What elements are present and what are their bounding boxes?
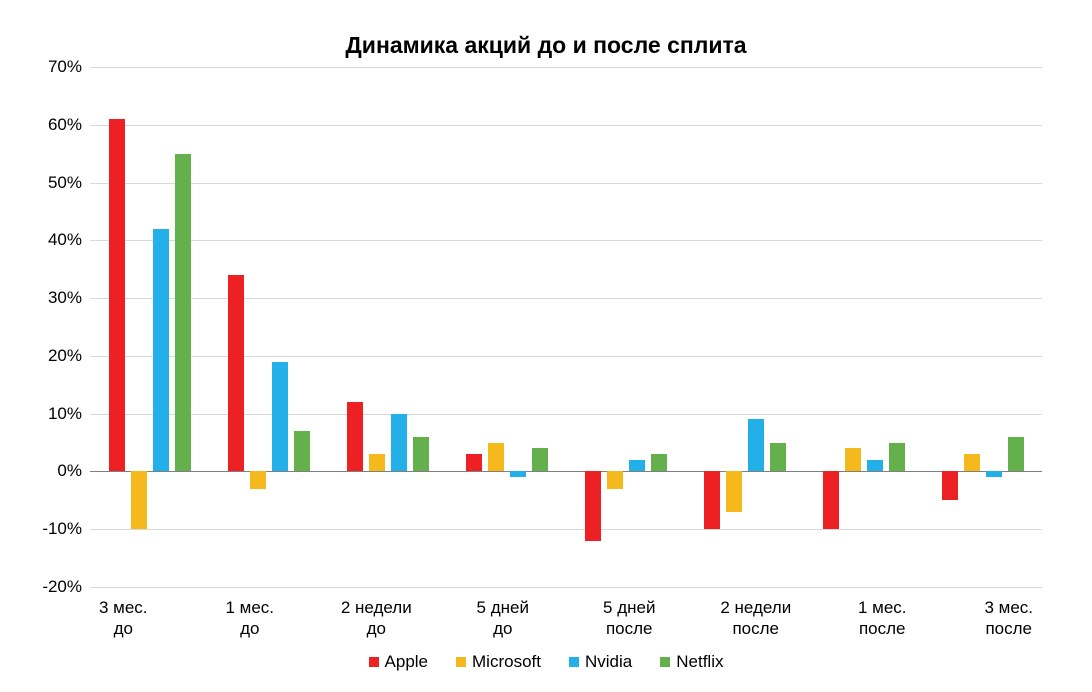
x-axis-labels: 3 мес.до1 мес.до2 неделидо5 днейдо5 дней… xyxy=(60,591,1072,640)
bar xyxy=(651,454,667,471)
legend-item: Netflix xyxy=(660,652,723,672)
legend-swatch xyxy=(369,657,379,667)
bar xyxy=(391,414,407,472)
y-tick-label: 70% xyxy=(48,57,82,77)
bar xyxy=(704,471,720,529)
bar-group xyxy=(804,67,923,587)
bar xyxy=(823,471,839,529)
bar xyxy=(607,471,623,488)
x-tick-label: 3 мес.после xyxy=(946,591,1073,640)
bar xyxy=(986,471,1002,477)
y-tick-label: 0% xyxy=(57,461,82,481)
bar xyxy=(153,229,169,472)
bar xyxy=(867,460,883,472)
y-tick-label: 20% xyxy=(48,346,82,366)
x-tick-label: 3 мес.до xyxy=(60,591,187,640)
bar xyxy=(369,454,385,471)
legend-label: Microsoft xyxy=(472,652,541,672)
bar xyxy=(488,443,504,472)
legend-swatch xyxy=(660,657,670,667)
bar xyxy=(585,471,601,540)
legend-item: Microsoft xyxy=(456,652,541,672)
bar xyxy=(748,419,764,471)
y-tick-label: 30% xyxy=(48,288,82,308)
bar xyxy=(109,119,125,471)
bar xyxy=(964,454,980,471)
x-tick-label: 1 мес.после xyxy=(819,591,946,640)
x-tick-label: 5 днейдо xyxy=(440,591,567,640)
bar xyxy=(250,471,266,488)
y-tick-label: 40% xyxy=(48,230,82,250)
y-tick-label: 50% xyxy=(48,173,82,193)
bar-group xyxy=(209,67,328,587)
bar-group xyxy=(685,67,804,587)
legend-swatch xyxy=(456,657,466,667)
bar xyxy=(510,471,526,477)
gridline xyxy=(90,587,1042,588)
legend-swatch xyxy=(569,657,579,667)
bar xyxy=(889,443,905,472)
chart-container: Динамика акций до и после сплита -20%-10… xyxy=(0,0,1092,692)
bar xyxy=(272,362,288,472)
bar xyxy=(466,454,482,471)
bar-group xyxy=(566,67,685,587)
bar xyxy=(131,471,147,529)
legend-item: Apple xyxy=(369,652,428,672)
bar xyxy=(629,460,645,472)
bar-group xyxy=(90,67,209,587)
x-tick-label: 5 днейпосле xyxy=(566,591,693,640)
bar xyxy=(532,448,548,471)
y-axis: -20%-10%0%10%20%30%40%50%60%70% xyxy=(30,67,90,587)
x-tick-label: 2 неделипосле xyxy=(693,591,820,640)
x-tick-label: 2 неделидо xyxy=(313,591,440,640)
bar-groups xyxy=(90,67,1042,587)
y-tick-label: 60% xyxy=(48,115,82,135)
bar xyxy=(845,448,861,471)
bar xyxy=(413,437,429,472)
bar xyxy=(1008,437,1024,472)
bar xyxy=(726,471,742,511)
bar xyxy=(294,431,310,471)
y-tick-label: -10% xyxy=(42,519,82,539)
bar xyxy=(228,275,244,471)
legend-label: Apple xyxy=(385,652,428,672)
bar xyxy=(942,471,958,500)
chart-title: Динамика акций до и после сплита xyxy=(30,32,1062,59)
bar-group xyxy=(328,67,447,587)
bar-group xyxy=(923,67,1042,587)
y-tick-label: 10% xyxy=(48,404,82,424)
legend-label: Netflix xyxy=(676,652,723,672)
legend: Apple Microsoft Nvidia Netflix xyxy=(0,652,1092,672)
legend-label: Nvidia xyxy=(585,652,632,672)
bar xyxy=(770,443,786,472)
bar-group xyxy=(447,67,566,587)
bar xyxy=(347,402,363,471)
x-tick-label: 1 мес.до xyxy=(187,591,314,640)
legend-item: Nvidia xyxy=(569,652,632,672)
plot-area: -20%-10%0%10%20%30%40%50%60%70% xyxy=(90,67,1042,587)
bar xyxy=(175,154,191,472)
